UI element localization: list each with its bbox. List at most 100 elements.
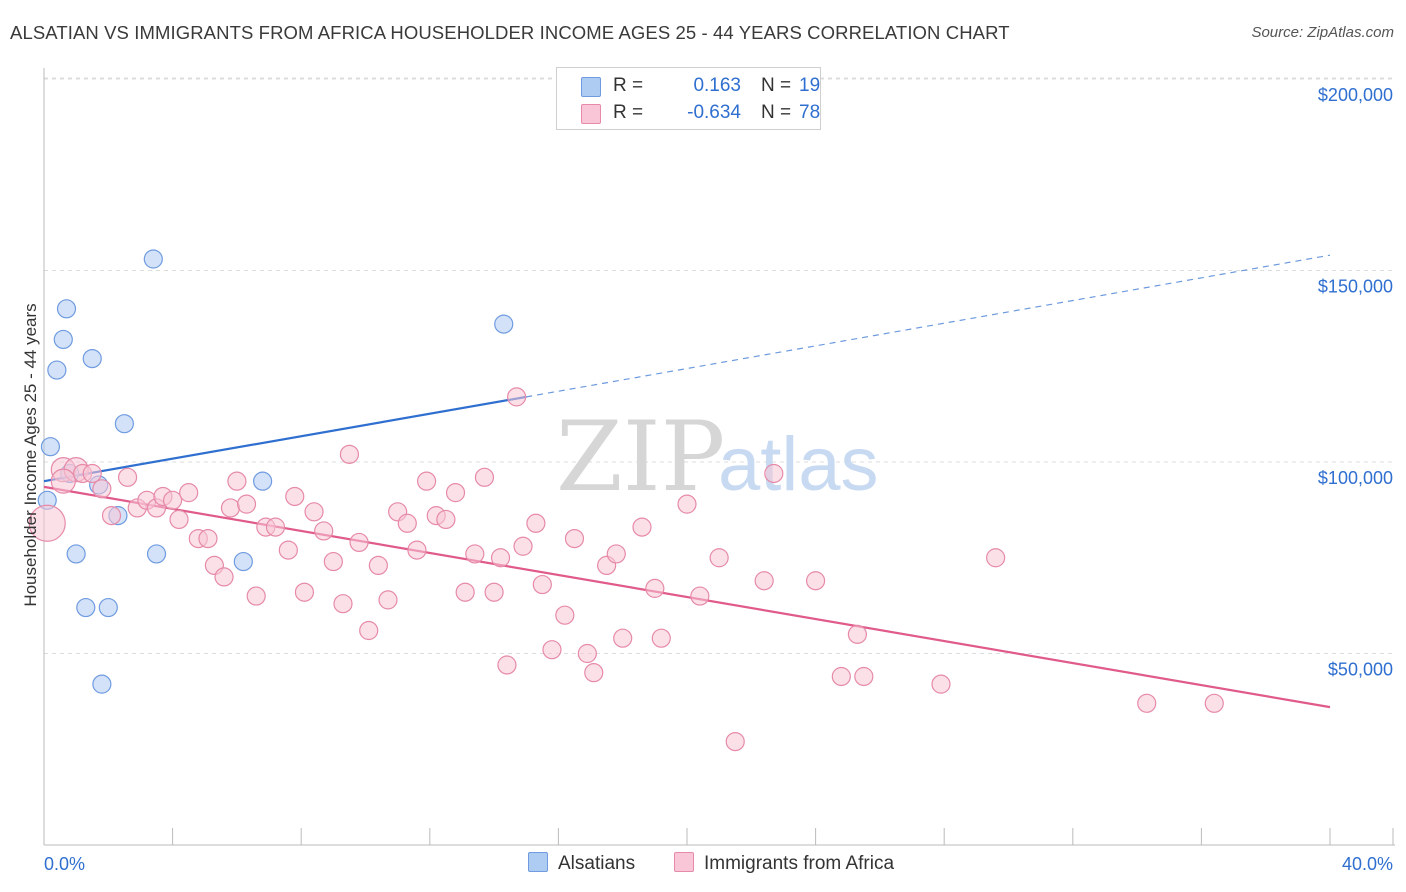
immigrant-point xyxy=(349,532,369,553)
immigrant-point xyxy=(606,544,626,564)
immigrant-point xyxy=(986,548,1006,568)
immigrant-point xyxy=(805,571,826,591)
immigrant-point xyxy=(359,620,379,641)
immigrant-point xyxy=(632,517,652,537)
immigrant-point xyxy=(577,643,597,664)
bottom-legend-label: Alsatians xyxy=(558,853,636,874)
alsatian-point xyxy=(47,360,67,380)
alsatian-trend-extension xyxy=(526,254,1331,398)
immigrant-point xyxy=(725,731,745,752)
alsatian-point xyxy=(92,674,112,694)
immigrant-point xyxy=(1137,693,1157,713)
alsatian-point xyxy=(98,597,118,618)
x-tick-label: 0.0% xyxy=(44,854,85,874)
immigrant-point xyxy=(50,468,76,494)
immigrant-point xyxy=(445,483,466,503)
watermark: ZIP atlas xyxy=(556,401,879,513)
source-label: Source: ZipAtlas.com xyxy=(1251,24,1394,41)
immigrant-point xyxy=(397,513,417,533)
immigrant-point xyxy=(690,586,710,606)
immigrant-point xyxy=(651,628,671,648)
immigrant-point xyxy=(407,540,427,560)
immigrant-point xyxy=(416,471,437,491)
immigrant-point xyxy=(378,590,398,610)
immigrant-point xyxy=(368,555,388,576)
immigrant-point xyxy=(497,655,517,675)
immigrant-point xyxy=(163,490,183,510)
immigrant-point xyxy=(847,624,867,644)
alsatian-point xyxy=(143,249,163,269)
immigrant-point xyxy=(82,463,102,484)
immigrant-point xyxy=(484,582,504,602)
alsatian-point xyxy=(146,544,167,564)
immigrant-point xyxy=(555,605,575,625)
chart-title: ALSATIAN VS IMMIGRANTS FROM AFRICA HOUSE… xyxy=(10,22,1010,43)
immigrant-point xyxy=(831,666,851,687)
axis-labels: $50,000 $100,000 $150,000 $200,000 0.0% 40.0%… xyxy=(21,85,1393,874)
legend-n-value: 78 xyxy=(799,102,821,123)
legend-n-value: 19 xyxy=(799,75,821,96)
immigrant-point xyxy=(314,521,334,541)
immigrant-point xyxy=(542,640,562,660)
alsatian-point xyxy=(494,314,514,334)
y-tick-label: $100,000 xyxy=(1318,468,1393,488)
immigrant-point xyxy=(294,582,315,602)
immigrant-point xyxy=(490,548,511,568)
immigrant-point xyxy=(931,674,951,694)
immigrant-point xyxy=(304,502,324,522)
bottom-legend-swatch-alsatians xyxy=(528,852,548,872)
immigrant-point xyxy=(246,586,266,606)
immigrant-point xyxy=(214,567,234,587)
alsatian-point xyxy=(56,299,77,319)
legend-r-label: R = xyxy=(613,75,644,96)
immigrant-point xyxy=(101,506,122,526)
y-tick-label: $50,000 xyxy=(1328,660,1393,680)
alsatian-point xyxy=(253,471,273,491)
bottom-legend-alsatians: Alsatians xyxy=(528,852,635,875)
legend-r-label: R = xyxy=(613,102,644,123)
immigrant-trend-line xyxy=(43,485,1331,709)
watermark-zip: ZIP xyxy=(556,401,725,513)
immigrant-point xyxy=(677,494,697,514)
immigrant-point xyxy=(645,578,665,598)
alsatian-point xyxy=(82,348,102,369)
immigrant-point xyxy=(220,498,241,518)
bottom-legend-swatch-immigrants xyxy=(674,852,694,872)
immigrant-point xyxy=(436,509,456,530)
bottom-legend-immigrants: Immigrants from Africa xyxy=(674,852,894,875)
immigrant-point xyxy=(278,540,298,560)
immigrant-point xyxy=(513,536,533,556)
immigrant-point xyxy=(564,528,585,549)
immigrant-point xyxy=(474,467,495,487)
immigrant-point xyxy=(236,494,257,514)
data-points xyxy=(28,249,1224,752)
immigrant-point xyxy=(92,479,112,499)
immigrant-point xyxy=(532,574,552,595)
alsatian-point xyxy=(66,544,86,564)
watermark-atlas: atlas xyxy=(718,422,879,507)
immigrant-point xyxy=(613,628,633,648)
immigrant-point xyxy=(323,551,343,572)
y-tick-label: $200,000 xyxy=(1318,85,1393,105)
alsatian-point xyxy=(114,414,134,434)
legend-r-value: 0.163 xyxy=(693,75,741,96)
immigrant-point xyxy=(333,594,353,614)
immigrant-point xyxy=(117,467,138,487)
alsatian-trend-line xyxy=(43,395,527,483)
bottom-legend-label: Immigrants from Africa xyxy=(704,853,895,874)
immigrant-point xyxy=(526,513,546,533)
legend-swatch-immigrants xyxy=(581,104,601,124)
immigrant-point xyxy=(339,444,360,464)
legend-n-label: N = xyxy=(761,75,792,96)
stats-legend: R = 0.163 N = 19 R = -0.634 N = 78 xyxy=(556,67,821,130)
legend-swatch-alsatians xyxy=(581,77,601,97)
y-tick-label: $150,000 xyxy=(1318,277,1393,297)
immigrant-point xyxy=(854,666,874,687)
immigrant-point xyxy=(507,387,527,407)
alsatian-point xyxy=(233,551,253,572)
legend-r-value: -0.634 xyxy=(687,102,741,123)
immigrant-point xyxy=(455,582,475,602)
immigrant-point xyxy=(754,571,774,591)
immigrant-point xyxy=(285,486,305,507)
